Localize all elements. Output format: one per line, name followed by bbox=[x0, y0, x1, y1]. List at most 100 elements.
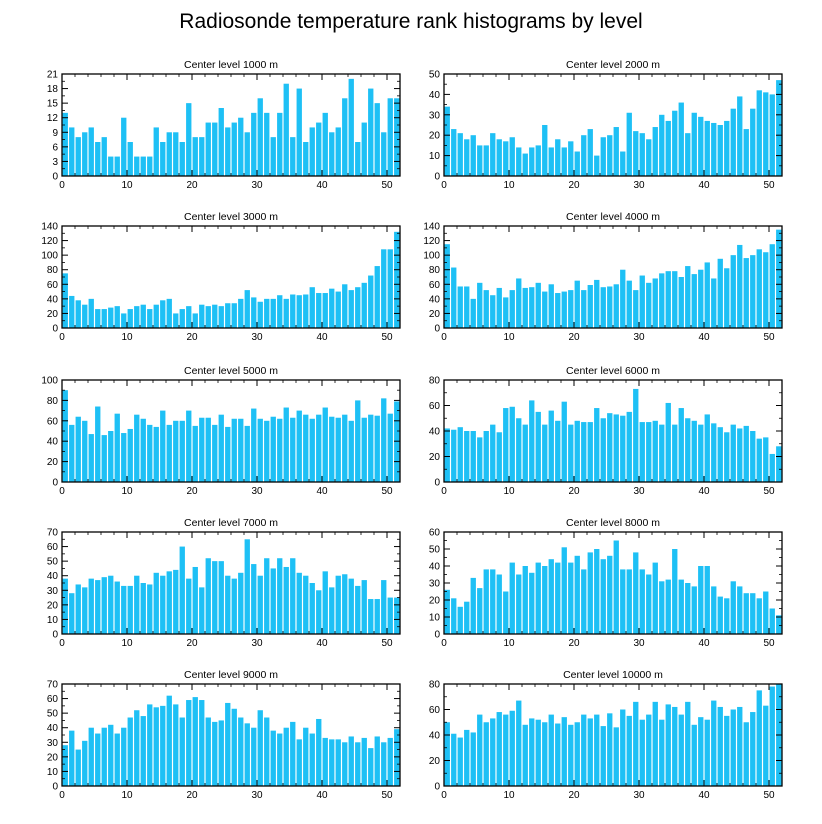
histogram-bar bbox=[218, 108, 224, 176]
histogram-bar bbox=[322, 112, 328, 176]
histogram-bar bbox=[387, 737, 393, 786]
histogram-bar bbox=[329, 132, 335, 176]
histogram-bar bbox=[186, 410, 192, 482]
histogram-bar bbox=[548, 714, 554, 786]
histogram-bar bbox=[95, 406, 101, 482]
histogram-bar bbox=[290, 558, 296, 634]
histogram-bar bbox=[626, 280, 632, 328]
histogram-bar bbox=[672, 549, 678, 634]
histogram-bar bbox=[717, 125, 723, 176]
x-tick-label: 40 bbox=[698, 790, 710, 801]
histogram-bar bbox=[574, 280, 580, 328]
histogram-bar bbox=[121, 585, 127, 634]
histogram-bar bbox=[264, 717, 270, 786]
histogram-bar bbox=[717, 258, 723, 328]
histogram-bar bbox=[283, 298, 289, 328]
histogram-bar bbox=[134, 575, 140, 634]
histogram-bar bbox=[179, 546, 185, 634]
histogram-bar bbox=[704, 414, 710, 482]
histogram-bar bbox=[205, 558, 211, 634]
histogram-bar bbox=[451, 267, 457, 328]
histogram-bar bbox=[322, 737, 328, 786]
histogram-bar bbox=[160, 300, 166, 328]
x-tick-label: 0 bbox=[441, 332, 447, 343]
histogram-bar bbox=[685, 701, 691, 786]
histogram-bar bbox=[192, 425, 198, 482]
histogram-bar bbox=[127, 309, 133, 328]
histogram-bar bbox=[257, 301, 263, 328]
histogram-bar bbox=[763, 252, 769, 328]
histogram-bar bbox=[769, 244, 775, 328]
histogram-bar bbox=[225, 702, 231, 786]
histogram-bar bbox=[108, 307, 114, 328]
histogram-bar bbox=[444, 428, 450, 482]
histogram-bar bbox=[646, 282, 652, 328]
x-tick-label: 0 bbox=[441, 638, 447, 649]
figure-title: Radiosonde temperature rank histograms b… bbox=[179, 10, 643, 33]
histogram-bar bbox=[121, 313, 127, 328]
histogram-bar bbox=[290, 721, 296, 786]
y-tick-label: 70 bbox=[47, 528, 59, 539]
histogram-bar bbox=[724, 120, 730, 176]
y-tick-label: 40 bbox=[47, 723, 59, 734]
y-tick-label: 50 bbox=[47, 557, 59, 568]
x-tick-label: 20 bbox=[568, 790, 580, 801]
histogram-bar bbox=[568, 290, 574, 328]
histogram-bar bbox=[361, 417, 367, 482]
histogram-bar bbox=[114, 306, 120, 328]
histogram-bar bbox=[361, 737, 367, 786]
y-tick-label: 100 bbox=[423, 251, 440, 262]
y-tick-label: 6 bbox=[52, 142, 58, 153]
y-tick-label: 40 bbox=[429, 294, 441, 305]
histogram-bar bbox=[114, 156, 120, 176]
histogram-bar bbox=[231, 578, 237, 634]
y-tick-label: 60 bbox=[429, 528, 441, 539]
histogram-bar bbox=[763, 591, 769, 634]
histogram-bar bbox=[730, 581, 736, 634]
histogram-bar bbox=[199, 417, 205, 482]
histogram-bar bbox=[639, 422, 645, 482]
histogram-bar bbox=[717, 706, 723, 786]
histogram-bar bbox=[470, 732, 476, 786]
x-tick-label: 0 bbox=[441, 790, 447, 801]
y-tick-label: 60 bbox=[47, 280, 59, 291]
y-tick-label: 40 bbox=[429, 90, 441, 101]
histogram-bar bbox=[600, 137, 606, 176]
x-tick-label: 20 bbox=[186, 486, 198, 497]
x-tick-label: 40 bbox=[316, 332, 328, 343]
histogram-bar bbox=[633, 701, 639, 786]
histogram-bar bbox=[451, 429, 457, 482]
x-tick-label: 50 bbox=[381, 332, 393, 343]
histogram-bar bbox=[529, 572, 535, 634]
histogram-bar bbox=[509, 290, 515, 328]
histogram-bar bbox=[750, 712, 756, 786]
histogram-bar bbox=[231, 708, 237, 786]
histogram-bar bbox=[309, 583, 315, 634]
histogram-bar bbox=[257, 710, 263, 786]
histogram-bar bbox=[607, 135, 613, 176]
x-tick-label: 50 bbox=[381, 180, 393, 191]
histogram-bar bbox=[316, 293, 322, 328]
histogram-bar bbox=[231, 303, 237, 328]
histogram-bar bbox=[186, 306, 192, 328]
histogram-bar bbox=[535, 562, 541, 634]
x-tick-label: 20 bbox=[186, 332, 198, 343]
histogram-bar bbox=[613, 540, 619, 634]
histogram-bar bbox=[490, 133, 496, 176]
histogram-bar bbox=[477, 588, 483, 634]
histogram-bar bbox=[368, 275, 374, 328]
histogram-bar bbox=[121, 117, 127, 176]
histogram-bar bbox=[496, 287, 502, 328]
histogram-bar bbox=[75, 749, 81, 786]
histogram-bar bbox=[134, 414, 140, 482]
histogram-bar bbox=[769, 453, 775, 482]
histogram-bar bbox=[160, 575, 166, 634]
histogram-bar bbox=[490, 569, 496, 634]
histogram-bar bbox=[457, 286, 463, 328]
histogram-bar bbox=[724, 268, 730, 328]
histogram-bar bbox=[368, 599, 374, 634]
histogram-bar bbox=[698, 424, 704, 483]
histogram-bar bbox=[581, 290, 587, 328]
histogram-bar bbox=[483, 431, 489, 482]
histogram-bar bbox=[724, 715, 730, 787]
